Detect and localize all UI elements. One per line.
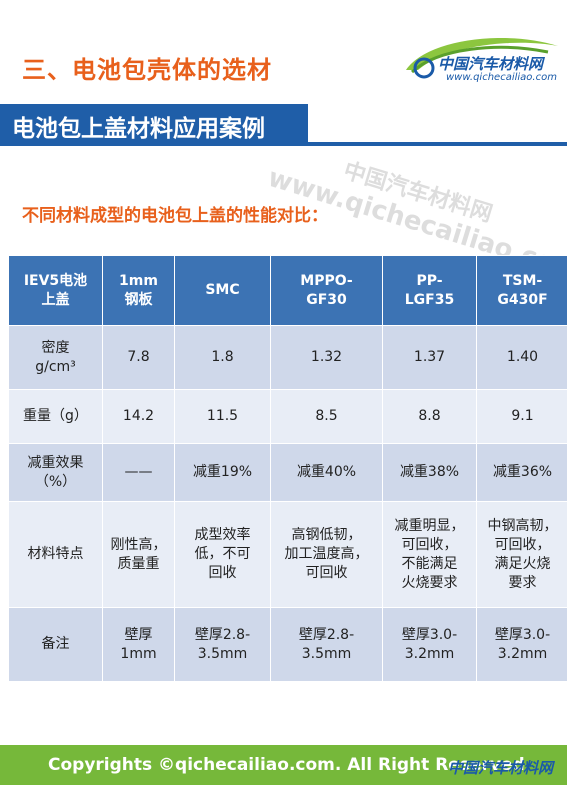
row-label: 密度 g/cm³ [8,325,103,390]
table-row: 重量（g） 14.2 11.5 8.5 8.8 9.1 [8,389,567,444]
table-cell: 14.2 [102,389,175,444]
row-label: 重量（g） [8,389,103,444]
logo-text: 中国汽车材料网 [438,55,544,73]
table-header-row: IEV5电池 上盖 1mm 钢板 SMC MPPO- GF30 PP- LGF3… [8,255,567,326]
table-row: 减重效果 （%） —— 减重19% 减重40% 减重38% 减重36% [8,443,567,502]
table-cell: 9.1 [476,389,567,444]
performance-table: IEV5电池 上盖 1mm 钢板 SMC MPPO- GF30 PP- LGF3… [8,255,567,682]
table-cell: 壁厚2.8- 3.5mm [270,607,383,682]
table-cell: 减重36% [476,443,567,502]
table-cell: 1.37 [382,325,477,390]
table-row: 材料特点 刚性高， 质量重 成型效率 低，不可 回收 高钢低韧， 加工温度高， … [8,501,567,608]
header-cell: TSM- G430F [476,255,567,326]
header-cell: SMC [174,255,271,326]
section-title: 三、电池包壳体的选材 [22,56,272,84]
table-cell: 高钢低韧， 加工温度高， 可回收 [270,501,383,608]
car-swoosh-icon [406,38,558,79]
header-cell: PP- LGF35 [382,255,477,326]
header-cell: MPPO- GF30 [270,255,383,326]
table-row: 密度 g/cm³ 7.8 1.8 1.32 1.37 1.40 [8,325,567,390]
table-cell: 中钢高韧， 可回收， 满足火烧 要求 [476,501,567,608]
table-cell: 减重19% [174,443,271,502]
table-cell: 壁厚 1mm [102,607,175,682]
table-cell: 7.8 [102,325,175,390]
table-cell: —— [102,443,175,502]
table-row: 备注 壁厚 1mm 壁厚2.8- 3.5mm 壁厚2.8- 3.5mm 壁厚3.… [8,607,567,682]
table-cell: 壁厚2.8- 3.5mm [174,607,271,682]
row-label: 材料特点 [8,501,103,608]
table-cell: 减重38% [382,443,477,502]
banner-rule [0,142,567,146]
row-label: 备注 [8,607,103,682]
table-cell: 8.5 [270,389,383,444]
table-cell: 减重明显， 可回收， 不能满足 火烧要求 [382,501,477,608]
banner: 电池包上盖材料应用案例 [0,104,308,142]
footer-logo[interactable]: 中国汽车材料网 [448,759,554,777]
logo-url: www.qichecailiao.com [446,72,557,83]
site-logo[interactable]: 中国汽车材料网 www.qichecailiao.com [398,28,564,90]
header-cell: IEV5电池 上盖 [8,255,103,326]
table-cell: 刚性高， 质量重 [102,501,175,608]
table-cell: 8.8 [382,389,477,444]
footer-copyright: Copyrights ©qichecailiao.com. All Right … [48,755,525,775]
table-cell: 11.5 [174,389,271,444]
table-cell: 成型效率 低，不可 回收 [174,501,271,608]
header-cell: 1mm 钢板 [102,255,175,326]
table-cell: 壁厚3.0- 3.2mm [476,607,567,682]
footer-bar: Copyrights ©qichecailiao.com. All Right … [0,745,567,785]
table-cell: 减重40% [270,443,383,502]
table-cell: 1.40 [476,325,567,390]
subtitle: 不同材料成型的电池包上盖的性能对比： [22,206,328,226]
row-label: 减重效果 （%） [8,443,103,502]
banner-title: 电池包上盖材料应用案例 [12,116,265,142]
table-cell: 1.8 [174,325,271,390]
table-cell: 1.32 [270,325,383,390]
table-cell: 壁厚3.0- 3.2mm [382,607,477,682]
